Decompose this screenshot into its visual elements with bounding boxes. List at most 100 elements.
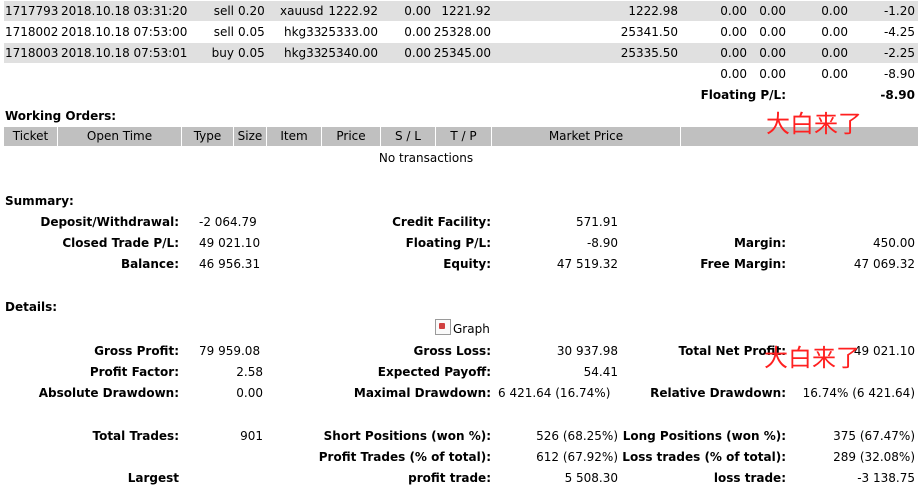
col-header-market-price[interactable]: Market Price [492,127,681,146]
short-positions-label: Short Positions (won %): [323,429,491,443]
profit-factor-value: 2.58 [236,365,263,379]
margin-value: 450.00 [873,236,915,250]
trade-size: 0.20 [238,4,265,18]
trade-type: sell [213,25,234,39]
gross-loss-label: Gross Loss: [413,344,491,358]
relative-drawdown-label: Relative Drawdown: [650,386,786,400]
col-header-ticket[interactable]: Ticket [4,127,58,146]
graph-image: Graph [435,319,490,337]
trade-profit: -1.20 [883,4,915,18]
floating-pl-value: -8.90 [880,88,915,102]
credit-facility-value: 571.91 [576,215,618,229]
trade-commission: 0.00 [720,4,747,18]
trade-size: 0.05 [238,46,265,60]
maximal-drawdown-value: 6 421.64 (16.74%) [498,386,611,400]
balance-label: Balance: [120,257,179,271]
deposit-label: Deposit/Withdrawal: [40,215,179,229]
trade-size: 0.05 [238,25,265,39]
trade-swap: 0.00 [821,46,848,60]
trade-sl: 0.00 [404,46,431,60]
col-header-type[interactable]: Type [182,127,234,146]
expected-payoff-label: Expected Payoff: [377,365,491,379]
total-taxes: 0.00 [759,67,786,81]
loss-trades-value: 289 (32.08%) [833,450,915,464]
broken-image-icon [435,319,451,335]
col-header-tp[interactable]: T / P [436,127,492,146]
trade-profit: -2.25 [883,46,915,60]
total-commission: 0.00 [720,67,747,81]
col-header-price[interactable]: Price [322,127,381,146]
trade-tp: 1221.92 [441,4,491,18]
col-header-size[interactable]: Size [234,127,267,146]
summary-title: Summary: [5,194,74,208]
closed-trade-label: Closed Trade P/L: [62,236,179,250]
trade-taxes: 0.00 [759,46,786,60]
trade-taxes: 0.00 [759,4,786,18]
trade-tp: 25328.00 [433,25,491,39]
summary-floating-value: -8.90 [586,236,618,250]
col-header-sl[interactable]: S / L [381,127,436,146]
total-net-profit-value: 49 021.10 [853,344,915,358]
long-positions-value: 375 (67.47%) [833,429,915,443]
trade-item: hkg33 [284,46,322,60]
largest-loss-label: loss trade: [713,471,786,485]
trade-price: 25340.00 [320,46,378,60]
trade-price: 25333.00 [320,25,378,39]
gross-profit-value: 79 959.08 [199,344,261,358]
maximal-drawdown-label: Maximal Drawdown: [353,386,491,400]
trade-sl: 0.00 [404,25,431,39]
credit-facility-label: Credit Facility: [392,215,491,229]
trade-type: buy [211,46,234,60]
trade-type: sell [213,4,234,18]
largest-profit-value: 5 508.30 [564,471,618,485]
summary-floating-label: Floating P/L: [405,236,491,250]
trade-market-price: 25335.50 [620,46,678,60]
free-margin-value: 47 069.32 [853,257,915,271]
profit-trades-label: Profit Trades (% of total): [318,450,491,464]
col-header-item[interactable]: Item [267,127,322,146]
trade-commission: 0.00 [720,25,747,39]
total-profit: -8.90 [883,67,915,81]
trade-time: 2018.10.18 07:53:01 [61,46,188,60]
trade-profit: -4.25 [883,25,915,39]
trade-row-bg [4,43,918,63]
trade-item: xauusd [280,4,324,18]
largest-label: Largest [127,471,179,485]
watermark-text: 大白来了 [764,344,860,372]
profit-factor-label: Profit Factor: [89,365,179,379]
profit-trades-value: 612 (67.92%) [536,450,618,464]
largest-profit-label: profit trade: [408,471,491,485]
trade-commission: 0.00 [720,46,747,60]
trade-ticket: 1718003 [5,46,59,60]
long-positions-label: Long Positions (won %): [622,429,786,443]
short-positions-value: 526 (68.25%) [536,429,618,443]
trade-ticket: 1717793 [5,4,59,18]
largest-loss-value: -3 138.75 [857,471,915,485]
watermark-text: 大白来了 [766,110,862,138]
closed-trade-value: 49 021.10 [199,236,261,250]
trade-price: 1222.92 [328,4,378,18]
gross-loss-value: 30 937.98 [556,344,618,358]
absolute-drawdown-value: 0.00 [236,386,263,400]
details-title: Details: [5,300,58,314]
total-net-profit-label: Total Net Profit: [678,344,786,358]
trade-tp: 25345.00 [433,46,491,60]
relative-drawdown-value: 16.74% (6 421.64) [802,386,915,400]
total-trades-label: Total Trades: [92,429,179,443]
col-header-open-time[interactable]: Open Time [58,127,182,146]
trade-time: 2018.10.18 03:31:20 [61,4,188,18]
gross-profit-label: Gross Profit: [94,344,179,358]
loss-trades-label: Loss trades (% of total): [622,450,786,464]
working-orders-title: Working Orders: [5,109,117,123]
trade-swap: 0.00 [821,4,848,18]
equity-label: Equity: [443,257,491,271]
trade-taxes: 0.00 [759,25,786,39]
deposit-value: -2 064.79 [199,215,257,229]
balance-value: 46 956.31 [199,257,261,271]
no-transactions-text: No transactions [378,151,474,165]
free-margin-label: Free Margin: [700,257,786,271]
trade-row-bg [4,1,918,21]
trade-time: 2018.10.18 07:53:00 [61,25,188,39]
total-trades-value: 901 [240,429,263,443]
trade-sl: 0.00 [404,4,431,18]
